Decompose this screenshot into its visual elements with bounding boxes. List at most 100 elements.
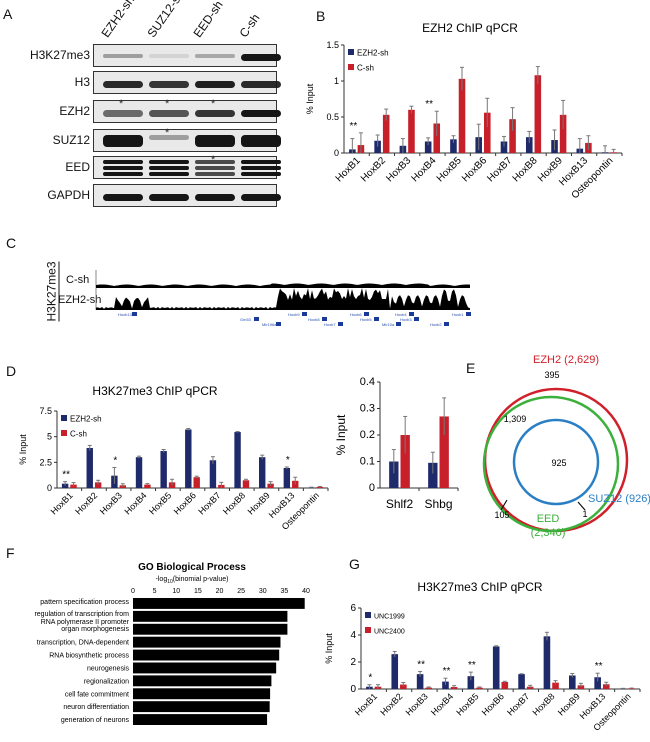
blot-band <box>149 110 189 117</box>
venn-label-suz12: SUZ12 (926) <box>588 493 650 505</box>
significance-marker: ** <box>417 659 425 670</box>
blot-band <box>195 172 235 176</box>
blot-strip <box>93 44 281 67</box>
y-tick-label: 0.1 <box>360 456 375 468</box>
go-bar <box>133 701 270 713</box>
y-tick-label: 0.3 <box>360 403 375 415</box>
knockdown-star: * <box>165 127 170 139</box>
blot-band <box>241 135 281 147</box>
bar-c-sh <box>559 114 567 153</box>
blot-band <box>149 160 189 164</box>
x-tick-label: 10 <box>172 588 180 595</box>
x-tick-label: HoxB7 <box>196 490 222 516</box>
blot-band <box>103 54 143 58</box>
bar-unc2400 <box>602 684 610 689</box>
venn-label-eed-count: (2,340) <box>531 527 566 539</box>
blot-band <box>103 135 143 147</box>
bar-unc2400 <box>501 681 509 689</box>
gene-label: Hoxb7 <box>324 322 336 327</box>
blot-band <box>149 54 189 58</box>
gene-label: Mir196a-1 <box>262 322 281 327</box>
legend-swatch-c-sh <box>61 430 67 436</box>
bar-unc1999 <box>568 675 576 689</box>
track-label-ezh2-sh: EZH2-sh <box>58 294 102 306</box>
panel-label-g: G <box>349 556 360 572</box>
bar-ezh2-sh <box>61 483 69 488</box>
bar-ezh2-sh <box>450 139 457 153</box>
panel-label-c: C <box>6 235 17 251</box>
blot-band <box>149 135 189 140</box>
blot-strip: * <box>93 127 281 152</box>
go-term-label: neuron differentiation <box>63 704 129 711</box>
go-bar <box>133 636 281 648</box>
chart-title: H3K27me3 ChIP qPCR <box>92 384 218 398</box>
legend-label: UNC2400 <box>374 629 405 636</box>
gene-label: Hoxb6 <box>350 312 362 317</box>
significance-marker: ** <box>349 121 357 132</box>
x-tick-label: HoxB4 <box>410 155 439 184</box>
bar-c-sh <box>400 435 410 488</box>
bar-ezh2-sh <box>185 429 192 488</box>
y-tick-label: 6 <box>350 603 356 614</box>
gene-label: Hoxb3 <box>400 317 412 322</box>
blot-band <box>195 81 235 88</box>
knockdown-star: * <box>211 154 216 166</box>
x-tick-label: HoxB2 <box>378 691 404 717</box>
arrow-icon <box>577 501 586 511</box>
x-tick-label: HoxB4 <box>429 691 455 717</box>
legend-swatch-unc2400 <box>365 627 371 633</box>
go-term-label-line1: regulation of transcription from <box>34 611 129 618</box>
x-tick-label: HoxB8 <box>221 490 247 516</box>
go-bar <box>133 610 288 622</box>
x-tick-label: HoxB1 <box>49 490 75 516</box>
x-tick-label: HoxB4 <box>122 490 148 516</box>
gene-label: Hoxb2 <box>430 322 442 327</box>
bar-ezh2-sh <box>428 462 438 488</box>
x-axis-label-subscript: 10 <box>167 579 173 585</box>
go-term-label: pattern specification process <box>40 599 129 606</box>
panel-label-f: F <box>6 545 15 561</box>
bar-c-sh <box>193 477 200 488</box>
bar-ezh2-sh <box>525 137 533 153</box>
y-tick-label: 1.5 <box>326 40 339 50</box>
legend-swatch-ezh2-sh <box>61 415 67 421</box>
blot-band <box>103 194 143 201</box>
go-term-label: neurogenesis <box>87 666 130 673</box>
panel-label-e: E <box>466 360 476 376</box>
blot-strip <box>93 71 281 94</box>
bar-c-sh <box>408 109 415 153</box>
x-tick-label: Shlf2 <box>386 497 414 511</box>
x-tick-label: HoxB5 <box>454 691 480 717</box>
x-tick-label: HoxB2 <box>73 490 99 516</box>
gene-model <box>254 317 259 321</box>
x-tick-label: 15 <box>194 588 202 595</box>
bar-unc1999 <box>391 654 399 689</box>
blot-row-label: SUZ12 <box>52 133 90 147</box>
bar-ezh2-sh <box>500 141 508 153</box>
y-tick-label: 2.5 <box>39 457 52 467</box>
bar-unc1999 <box>467 676 475 689</box>
bar-ezh2-sh <box>424 141 432 153</box>
significance-marker: ** <box>468 660 476 671</box>
x-tick-label: 30 <box>259 588 267 595</box>
go-term-label: regionalization <box>84 678 129 685</box>
y-tick-label: 0 <box>369 482 375 494</box>
knockdown-star: * <box>119 98 124 110</box>
gene-model <box>466 312 471 316</box>
bar-unc1999 <box>492 646 500 689</box>
c-sh-signal <box>96 283 470 288</box>
blot-row-label: EZH2 <box>59 104 90 118</box>
blot-band <box>195 166 235 170</box>
significance-marker: ** <box>443 666 451 677</box>
bar-ezh2-sh <box>86 447 93 488</box>
significance-marker: * <box>368 673 372 684</box>
y-axis-label: % Input <box>305 83 315 114</box>
y-tick-label: 0 <box>47 483 52 493</box>
gene-model <box>364 312 369 316</box>
legend-label: C-sh <box>357 64 374 73</box>
bar-unc1999 <box>518 674 525 689</box>
bar-c-sh <box>534 75 542 153</box>
chart-title: EZH2 ChIP qPCR <box>422 21 518 35</box>
go-bar <box>133 662 277 674</box>
venn-diagram: EZH2 (2,629) 395 1,309 925 105 1 SUZ12 (… <box>482 354 650 539</box>
